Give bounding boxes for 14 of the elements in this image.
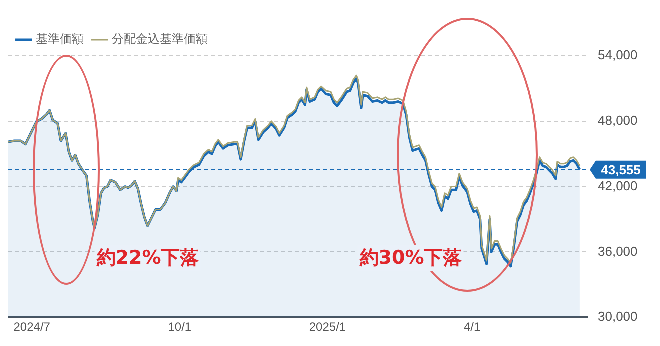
y-tick-label: 54,000 bbox=[598, 48, 638, 63]
annotation: 約30%下落 bbox=[358, 245, 464, 271]
y-tick-label: 48,000 bbox=[598, 112, 638, 128]
y-tick-label: 30,000 bbox=[598, 309, 638, 324]
y-tick-label: 36,000 bbox=[598, 244, 638, 259]
x-tick-label: 10/1 bbox=[168, 320, 192, 334]
annotation: 約22%下落 bbox=[94, 245, 202, 271]
x-tick-label: 2025/1 bbox=[309, 320, 346, 334]
legend-label: 基準価額 bbox=[36, 32, 84, 46]
x-tick-label: 2024/7 bbox=[14, 320, 51, 334]
y-tick-label: 42,000 bbox=[598, 178, 638, 194]
x-tick-label: 4/1 bbox=[464, 320, 481, 334]
legend-label: 分配金込基準価額 bbox=[112, 32, 208, 46]
ref-line-label: 43,555 bbox=[601, 162, 641, 178]
